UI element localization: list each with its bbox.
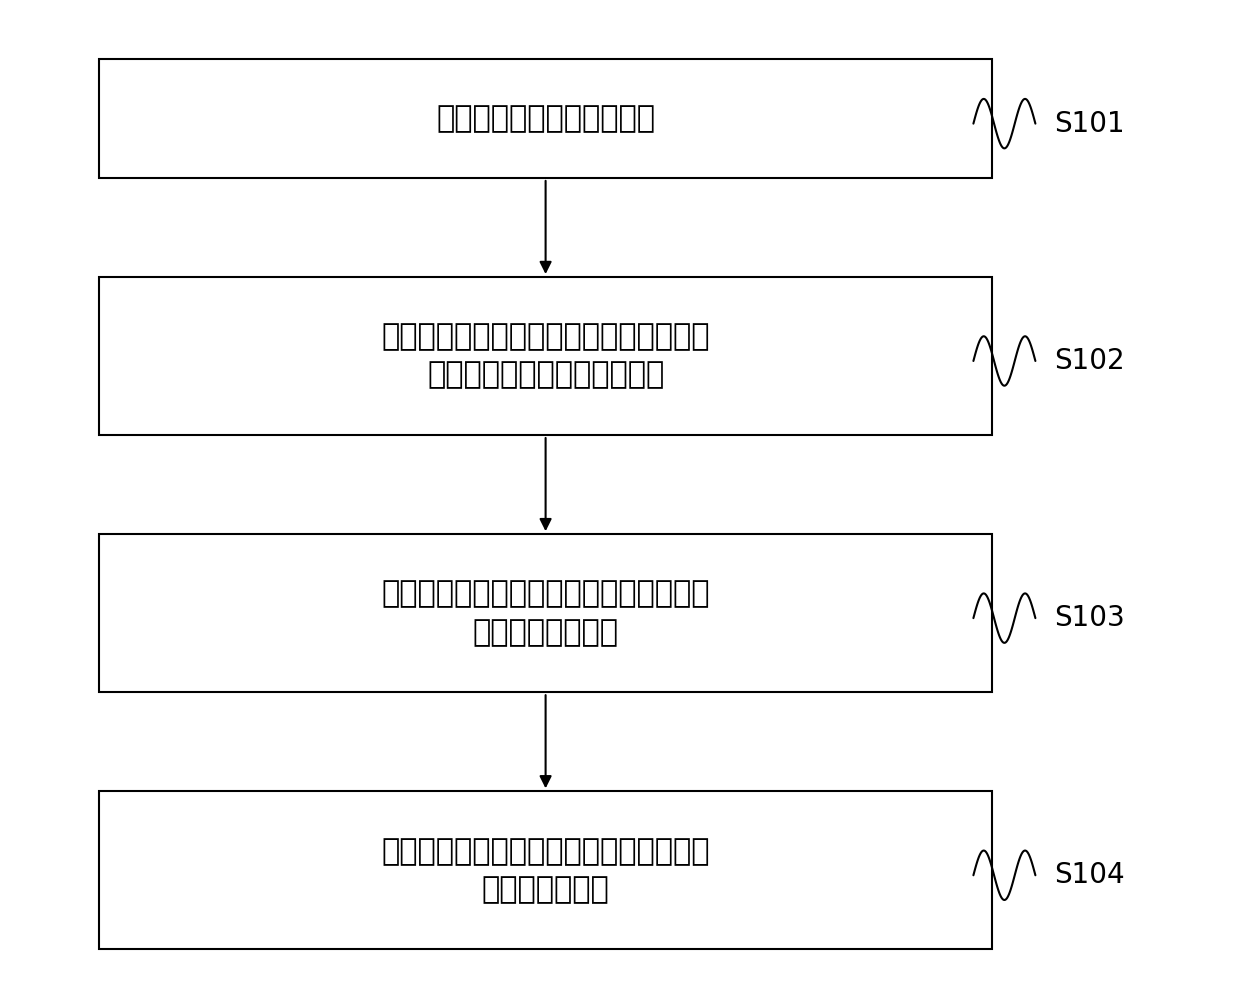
Text: 根据音频检测器在车内的位置信息，确定
待调整的空调区域: 根据音频检测器在车内的位置信息，确定 待调整的空调区域 xyxy=(382,580,709,647)
Text: 若音频检测器处于信号输入状态，则获取
音频检测器在车内的位置信息: 若音频检测器处于信号输入状态，则获取 音频检测器在车内的位置信息 xyxy=(382,322,709,390)
Text: 将待调整的空调区域内的空调从当前模式
切换为预设模式: 将待调整的空调区域内的空调从当前模式 切换为预设模式 xyxy=(382,837,709,904)
FancyBboxPatch shape xyxy=(99,277,992,435)
FancyBboxPatch shape xyxy=(99,791,992,949)
Text: S101: S101 xyxy=(1054,110,1125,137)
FancyBboxPatch shape xyxy=(99,534,992,692)
FancyBboxPatch shape xyxy=(99,59,992,178)
Text: S104: S104 xyxy=(1054,861,1125,889)
Text: 确定音频检测器的当前状态: 确定音频检测器的当前状态 xyxy=(436,104,655,134)
Text: S103: S103 xyxy=(1054,604,1125,632)
Text: S102: S102 xyxy=(1054,347,1125,375)
